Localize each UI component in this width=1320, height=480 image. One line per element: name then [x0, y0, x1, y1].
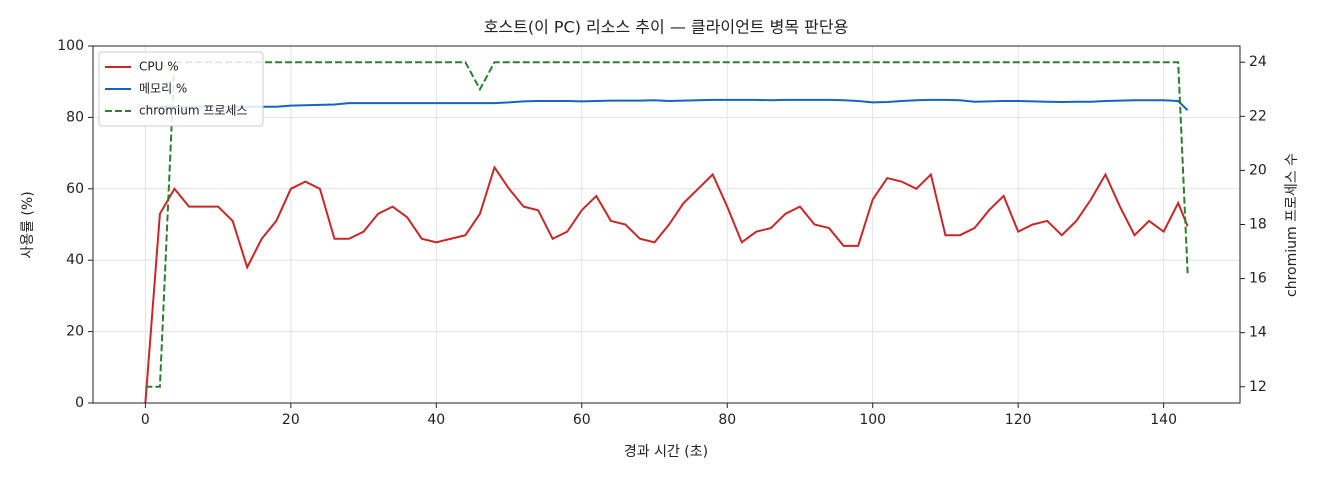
y-tick-label: 80 [66, 109, 84, 125]
x-tick-label: 0 [141, 412, 150, 428]
y2-tick-label: 18 [1249, 217, 1267, 233]
y2-tick-label: 24 [1249, 54, 1267, 70]
y-tick-label: 60 [66, 181, 84, 197]
legend-label: chromium 프로세스 [139, 104, 248, 118]
y-axis-label: 사용률 (%) [20, 191, 36, 258]
series-line [145, 98, 1189, 111]
y-tick-label: 40 [66, 252, 84, 268]
x-tick-label: 100 [859, 412, 886, 428]
x-tick-label: 40 [427, 412, 445, 428]
legend-label: CPU % [139, 60, 179, 74]
chart-title: 호스트(이 PC) 리소스 추이 — 클라이언트 병목 판단용 [484, 18, 849, 37]
series-line [145, 61, 1189, 388]
y2-axis-label: chromium 프로세스 수 [1284, 153, 1300, 297]
y2-tick-label: 20 [1249, 162, 1267, 178]
y2-tick-label: 16 [1249, 271, 1267, 287]
x-tick-label: 60 [573, 412, 591, 428]
series-line [144, 165, 1189, 404]
y-tick-label: 0 [75, 395, 84, 411]
y-tick-label: 20 [66, 324, 84, 340]
legend-frame [98, 51, 264, 127]
legend-label: 메모리 % [139, 82, 187, 96]
x-tick-label: 140 [1150, 412, 1177, 428]
y2-tick-label: 14 [1249, 325, 1267, 341]
plot-frame [92, 45, 1241, 404]
legend: CPU % 메모리 % chromium 프로세스 [98, 51, 264, 127]
x-tick-label: 80 [718, 412, 736, 428]
x-axis-label: 경과 시간 (초) [624, 444, 708, 460]
y2-tick-label: 12 [1249, 379, 1267, 395]
y-tick-label: 100 [57, 38, 84, 54]
y2-tick-label: 22 [1249, 108, 1267, 124]
x-tick-label: 20 [282, 412, 300, 428]
x-tick-label: 120 [1005, 412, 1032, 428]
